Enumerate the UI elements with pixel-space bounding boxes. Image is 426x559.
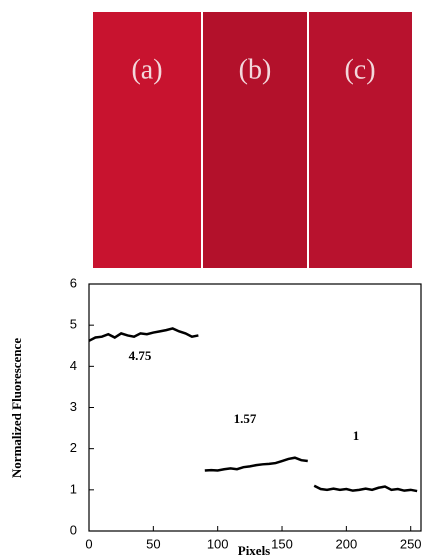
plot-frame xyxy=(89,284,421,531)
x-tick-label: 100 xyxy=(207,536,229,551)
y-tick-label: 0 xyxy=(70,522,77,537)
y-tick-label: 6 xyxy=(70,275,77,290)
y-tick-label: 3 xyxy=(70,399,77,414)
figure: Pixels Normalized Fluorescence (a) (b) (c)… xyxy=(0,0,426,559)
panel-c xyxy=(309,12,412,268)
x-tick-label: 250 xyxy=(400,536,422,551)
x-tick-label: 200 xyxy=(336,536,358,551)
annotation: 1.57 xyxy=(234,411,257,426)
y-axis-title: Normalized Fluorescence xyxy=(9,338,24,478)
x-tick-label: 150 xyxy=(271,536,293,551)
y-tick-label: 5 xyxy=(70,317,77,332)
y-tick-label: 4 xyxy=(70,358,77,373)
y-tick-label: 1 xyxy=(70,481,77,496)
x-tick-label: 0 xyxy=(85,536,92,551)
panel-b xyxy=(203,12,307,268)
y-tick-label: 2 xyxy=(70,440,77,455)
panel-label: (a) xyxy=(131,54,162,85)
annotation: 4.75 xyxy=(129,348,152,363)
panel-label: (c) xyxy=(344,54,375,85)
x-tick-label: 50 xyxy=(146,536,160,551)
panel-a xyxy=(93,12,201,268)
x-axis-title: Pixels xyxy=(238,543,271,558)
annotation: 1 xyxy=(353,428,360,443)
panel-label: (b) xyxy=(239,54,272,85)
